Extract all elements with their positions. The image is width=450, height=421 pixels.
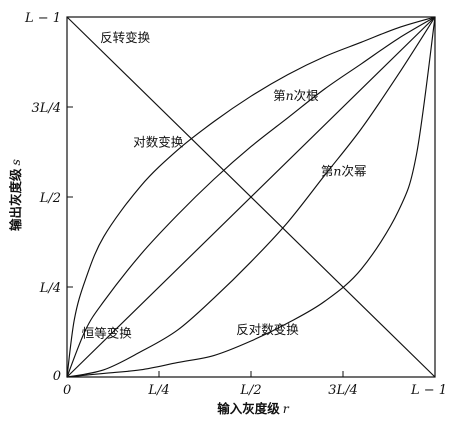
curve-label-log: 对数变换 (133, 135, 184, 150)
x-tick-label: L/4 (147, 383, 169, 398)
y-tick-label: L/2 (39, 191, 61, 206)
curve-label-nth-power: 第n次幂 (321, 163, 367, 178)
curve-label-inverse-log: 反对数变换 (236, 322, 299, 337)
curve-log (66, 16, 436, 378)
x-tick-label: 0 (63, 383, 71, 398)
curve-nth-power (66, 16, 436, 378)
y-tick-label: 3L/4 (31, 101, 61, 116)
curve-nth-root (66, 16, 436, 378)
curve-label-nth-root: 第n次根 (273, 88, 319, 103)
y-tick-label: L/4 (39, 281, 61, 296)
x-axis-label: 输入灰度级 r (217, 401, 290, 416)
x-tick-label: L − 1 (410, 383, 447, 398)
x-tick-label: L/2 (239, 383, 261, 398)
y-tick-label: L − 1 (24, 11, 61, 26)
y-axis-label: 输出灰度级s (8, 159, 23, 231)
curves (66, 16, 436, 378)
curve-inverse-log (66, 16, 436, 378)
curve-label-identity: 恒等变换 (82, 325, 133, 340)
curve-identity (66, 16, 436, 378)
x-tick-label: 3L/4 (328, 383, 358, 398)
curve-label-negative: 反转变换 (100, 30, 151, 45)
y-tick-label: 0 (53, 369, 61, 384)
ticks: 0 L/4 L/2 3L/4 L − 1 0 L/4 L/2 3L/4 L − 1 (24, 11, 447, 398)
